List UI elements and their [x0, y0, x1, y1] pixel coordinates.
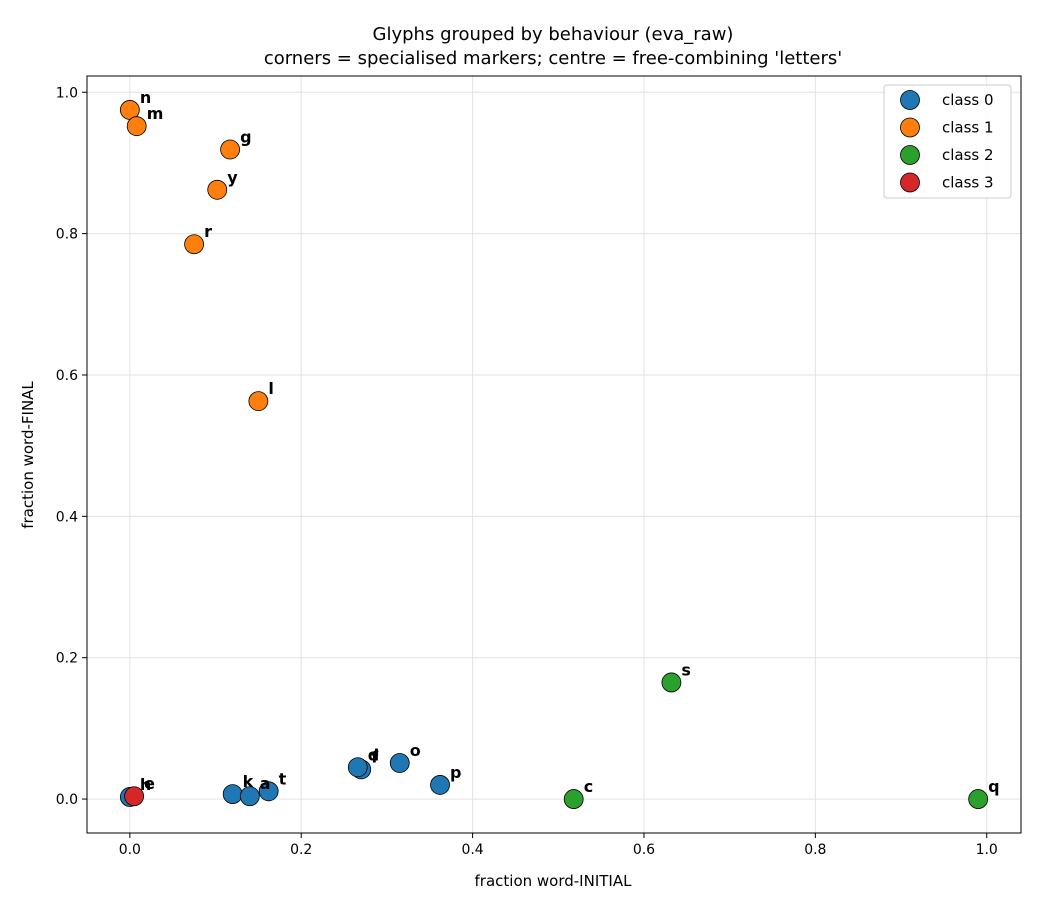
x-tick-label: 0.6 — [633, 842, 655, 858]
point-label: n — [140, 88, 151, 107]
data-point — [248, 391, 269, 412]
data-point — [222, 784, 243, 805]
point-label: k — [243, 772, 254, 791]
point-label: s — [681, 660, 691, 679]
y-tick-label: 0.0 — [56, 792, 78, 808]
legend: class 0 class 1 class 2 class 3 — [883, 84, 1012, 199]
y-tick-label: 0.6 — [56, 368, 78, 384]
legend-label: class 2 — [942, 146, 994, 164]
point-label: l — [268, 379, 273, 398]
legend-box — [883, 84, 1012, 199]
y-axis-label: fraction word-FINAL — [19, 381, 37, 529]
data-point — [258, 781, 279, 802]
point-label: y — [227, 168, 238, 187]
legend-marker — [900, 117, 920, 138]
x-tick-label: 0.0 — [119, 842, 141, 858]
point-label: g — [240, 128, 251, 147]
y-tick-label: 0.4 — [56, 509, 78, 525]
x-tick-label: 0.2 — [290, 842, 312, 858]
point-label: p — [450, 763, 461, 782]
chart-subtitle: corners = specialised markers; centre = … — [264, 48, 842, 69]
x-axis-label: fraction word-INITIAL — [475, 872, 633, 890]
data-point — [124, 786, 145, 807]
data-point — [184, 234, 205, 255]
data-point — [220, 139, 240, 160]
point-label: e — [144, 774, 155, 793]
y-tick-label: 1.0 — [56, 85, 78, 101]
y-tick-label: 0.8 — [56, 227, 78, 243]
data-point — [207, 179, 228, 200]
data-point — [389, 753, 410, 773]
legend-marker — [900, 145, 920, 165]
axis-ticks: 0.0 0.2 0.4 0.6 0.8 1.0 0.0 0.2 0.4 0.6 0.8 1.0 — [56, 85, 998, 858]
point-label: d — [368, 745, 379, 764]
point-label: h — [140, 775, 151, 794]
point-label: a — [260, 774, 271, 793]
y-tick-label: 0.2 — [56, 651, 78, 667]
data-point — [563, 789, 584, 809]
legend-marker — [900, 172, 920, 193]
x-tick-label: 1.0 — [976, 842, 998, 858]
point-label: q — [988, 777, 999, 796]
data-point — [968, 789, 989, 809]
plot-frame — [86, 75, 1022, 834]
legend-marker — [900, 90, 920, 110]
point-label: r — [204, 222, 212, 241]
point-labels: h k a t fd o p nm g y r l s c q e — [140, 88, 1000, 796]
data-points — [119, 100, 989, 809]
x-tick-label: 0.4 — [461, 842, 483, 858]
point-label: o — [410, 741, 421, 760]
point-label: c — [584, 777, 593, 796]
data-point — [430, 775, 450, 795]
point-label: m — [147, 104, 164, 123]
chart-title: Glyphs grouped by behaviour (eva_raw) — [373, 24, 734, 45]
legend-label: class 1 — [942, 119, 994, 137]
data-point — [126, 116, 147, 137]
data-point — [661, 672, 682, 693]
data-point — [347, 757, 368, 778]
point-label: f — [371, 747, 379, 766]
point-label: t — [279, 769, 287, 788]
legend-label: class 3 — [942, 174, 994, 192]
data-point — [239, 786, 260, 807]
legend-label: class 0 — [942, 91, 994, 109]
grid — [87, 76, 1021, 833]
x-tick-label: 0.8 — [804, 842, 826, 858]
